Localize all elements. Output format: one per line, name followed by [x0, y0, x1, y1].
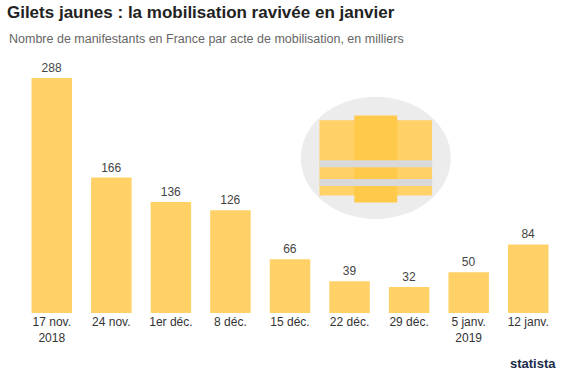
svg-text:17 nov.2018: 17 nov.2018 — [33, 315, 71, 345]
svg-text:39: 39 — [343, 264, 357, 278]
svg-text:288: 288 — [42, 61, 62, 75]
svg-text:66: 66 — [283, 242, 297, 256]
svg-text:Gilets jaunes : la mobilisatio: Gilets jaunes : la mobilisation ravivée … — [7, 3, 395, 22]
svg-text:126: 126 — [220, 193, 240, 207]
svg-text:statista: statista — [510, 356, 556, 371]
svg-text:15 déc.: 15 déc. — [270, 315, 309, 329]
svg-text:29 déc.: 29 déc. — [389, 315, 428, 329]
svg-text:136: 136 — [161, 185, 181, 199]
svg-text:50: 50 — [462, 255, 476, 269]
svg-text:22 déc.: 22 déc. — [330, 315, 369, 329]
svg-text:Nombre de manifestants en Fran: Nombre de manifestants en France par act… — [9, 32, 404, 46]
svg-text:166: 166 — [101, 161, 121, 175]
svg-text:24 nov.: 24 nov. — [92, 315, 130, 329]
svg-text:32: 32 — [402, 270, 416, 284]
svg-text:12 janv.: 12 janv. — [508, 315, 549, 329]
svg-text:84: 84 — [521, 227, 535, 241]
svg-text:5 janv.2019: 5 janv.2019 — [451, 315, 485, 345]
svg-text:8 déc.: 8 déc. — [214, 315, 247, 329]
svg-text:1er déc.: 1er déc. — [149, 315, 192, 329]
